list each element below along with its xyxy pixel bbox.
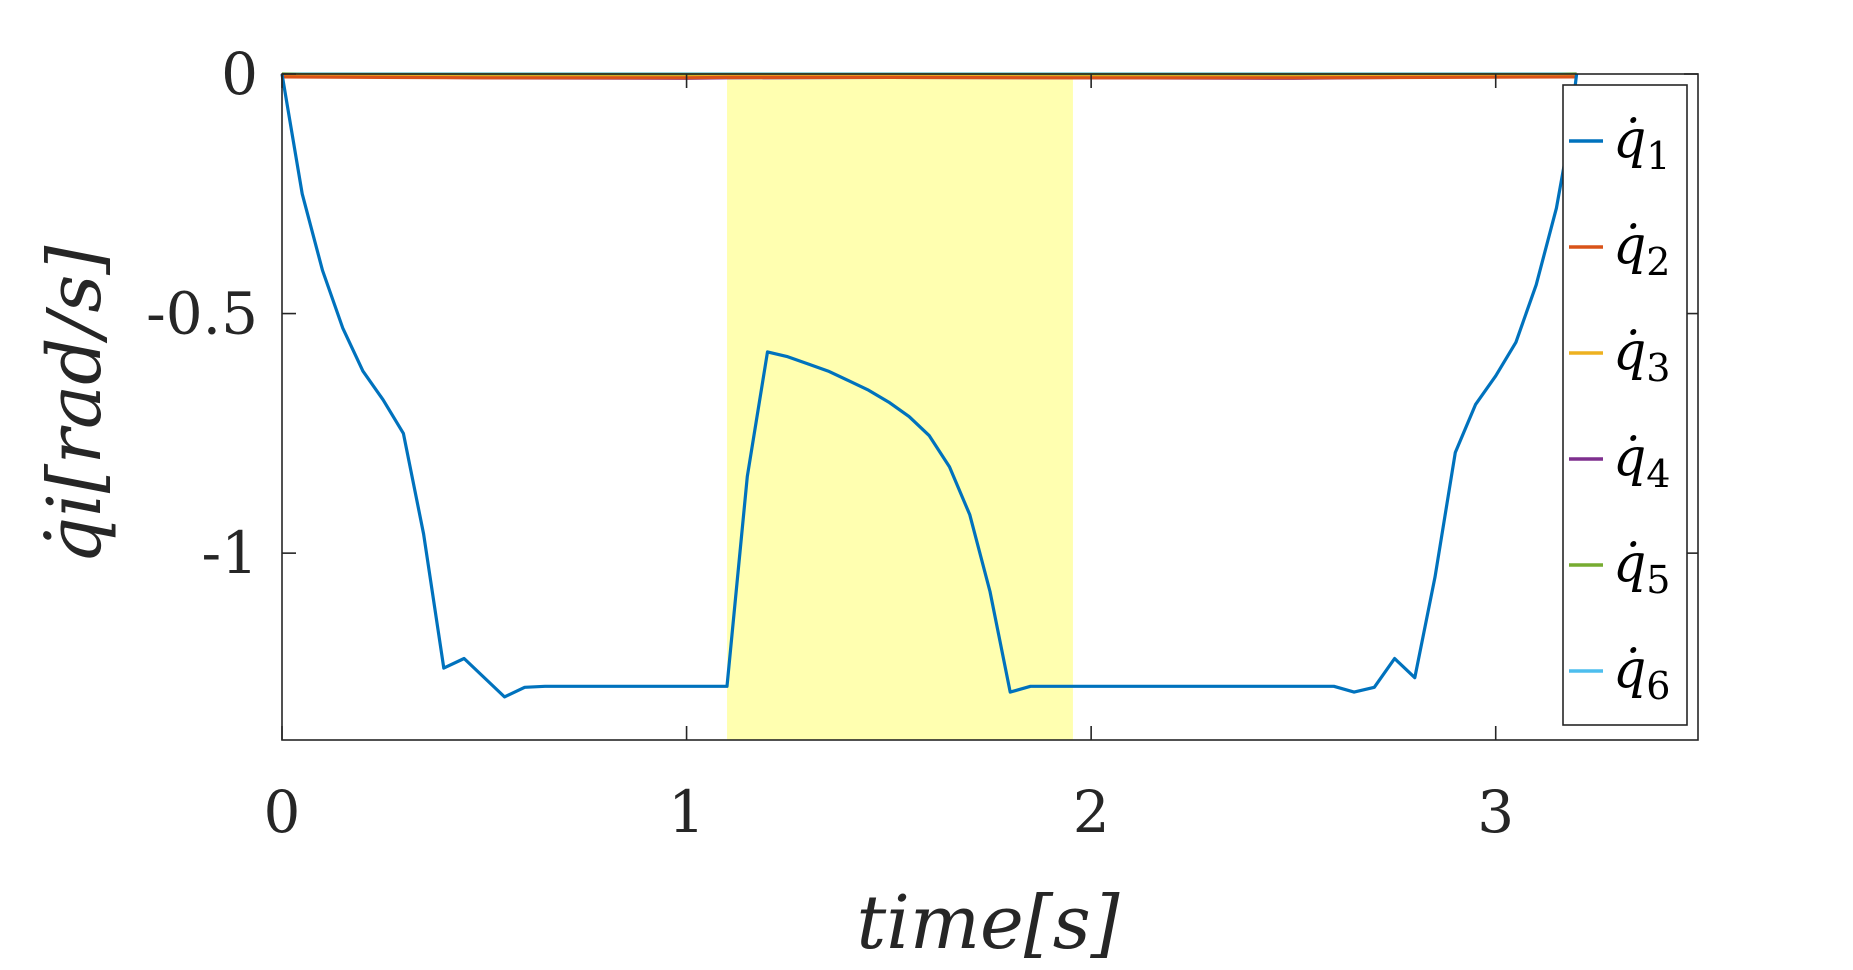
series-line-1: [280, 73, 1579, 699]
series-line-2: [281, 75, 1577, 80]
legend-entry-2: q̇2: [1613, 216, 1670, 284]
x-axis-label: time[s]: [856, 880, 1119, 966]
axes: 0 1 2 3 0 -0.5 -1: [146, 40, 1699, 846]
legend-entry-6: q̇6: [1613, 640, 1670, 708]
x-tick-label: 3: [1477, 778, 1514, 846]
legend: q̇1 q̇2 q̇3 q̇4 q̇5 q̇6: [1562, 84, 1688, 726]
legend-entry-3: q̇3: [1613, 322, 1670, 390]
y-tick-label: -1: [202, 519, 259, 587]
x-tick-label: 2: [1073, 778, 1110, 846]
x-tick-label: 1: [668, 778, 705, 846]
legend-box: [1562, 84, 1688, 726]
y-axis-label: q̇i[rad/s]: [32, 246, 118, 565]
axes-box: [281, 73, 1699, 741]
y-tick-label: 0: [221, 40, 258, 108]
plot-area: [280, 72, 1579, 740]
legend-entry-4: q̇4: [1613, 428, 1670, 496]
legend-entry-5: q̇5: [1613, 534, 1670, 602]
highlight-band: [727, 74, 1073, 740]
y-tick-label: -0.5: [146, 280, 258, 348]
x-tick-label: 0: [264, 778, 301, 846]
legend-entry-1: q̇1: [1613, 110, 1670, 178]
